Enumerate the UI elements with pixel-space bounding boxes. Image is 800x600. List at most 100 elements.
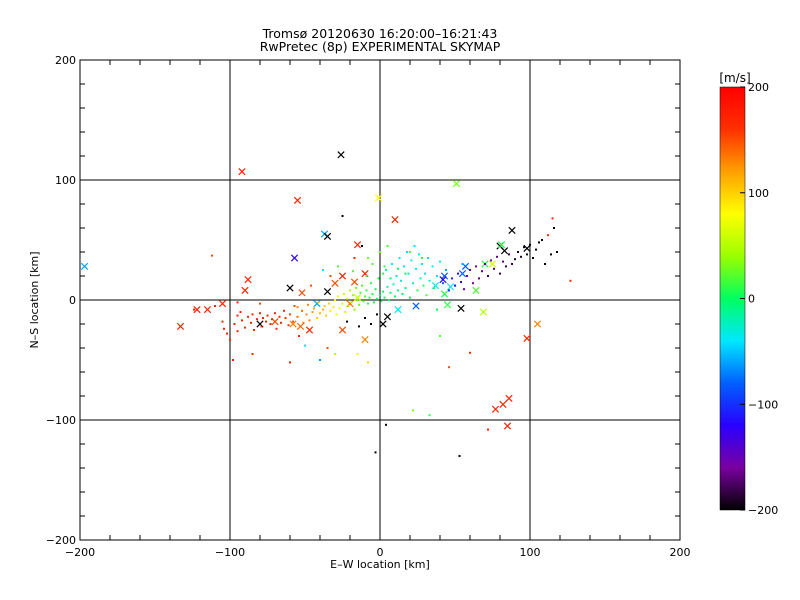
- scatter-dot-marker: [439, 260, 441, 263]
- scatter-dot-marker: [487, 275, 489, 277]
- scatter-dot-marker: [341, 215, 344, 217]
- scatter-dot-marker: [392, 283, 395, 286]
- scatter-dot-marker: [226, 332, 228, 335]
- grid-lines: [80, 60, 680, 540]
- scatter-dot-marker: [541, 239, 543, 241]
- scatter-x-marker: [350, 278, 359, 286]
- scatter-dot-marker: [296, 306, 299, 309]
- scatter-dot-marker: [428, 279, 431, 282]
- scatter-dot-marker: [550, 253, 552, 256]
- scatter-dot-marker: [382, 290, 384, 293]
- scatter-dot-marker: [448, 366, 450, 369]
- scatter-dot-marker: [259, 302, 261, 305]
- scatter-dot-marker: [466, 275, 468, 277]
- colorbar-tick-label: 100: [748, 187, 769, 200]
- scatter-dot-marker: [425, 294, 428, 297]
- scatter-x-marker: [379, 320, 387, 328]
- colorbar-tick-label: −200: [748, 504, 778, 517]
- scatter-dot-marker: [460, 281, 462, 283]
- scatter-dot-marker: [419, 277, 422, 280]
- scatter-x-marker: [503, 422, 512, 430]
- scatter-x-marker: [439, 275, 447, 284]
- scatter-x-marker: [500, 247, 509, 255]
- scatter-dot-marker: [394, 295, 396, 298]
- scatter-dot-marker: [356, 299, 359, 301]
- scatter-dot-marker: [266, 314, 269, 317]
- scatter-dot-marker: [487, 428, 489, 431]
- scatter-dot-marker: [364, 317, 366, 319]
- scatter-x-marker: [203, 305, 212, 314]
- scatter-dot-marker: [403, 265, 405, 268]
- scatter-dot-marker: [386, 285, 389, 288]
- y-tick-label: −200: [46, 534, 76, 547]
- scatter-dot-marker: [301, 309, 303, 312]
- scatter-dot-marker: [334, 299, 336, 301]
- scatter-dot-marker: [475, 265, 477, 268]
- scatter-dot-marker: [451, 277, 453, 280]
- scatter-x-marker: [323, 232, 332, 241]
- scatter-dot-marker: [251, 353, 254, 355]
- scatter-dot-marker: [334, 353, 336, 355]
- scatter-dot-marker: [386, 245, 389, 247]
- x-tick-label: 200: [670, 546, 691, 559]
- scatter-dot-marker: [337, 265, 339, 268]
- scatter-dot-marker: [305, 313, 308, 316]
- scatter-dot-marker: [352, 294, 354, 297]
- scatter-dot-marker: [358, 303, 360, 306]
- scatter-dot-marker: [341, 302, 344, 305]
- scatter-dot-marker: [370, 323, 372, 325]
- scatter-x-marker: [305, 326, 314, 334]
- scatter-dot-marker: [490, 259, 492, 262]
- scatter-dot-marker: [544, 263, 546, 265]
- scatter-dot-marker: [211, 254, 213, 257]
- scatter-dot-marker: [236, 314, 239, 317]
- scatter-dot-marker: [535, 248, 537, 251]
- scatter-x-marker: [523, 334, 531, 343]
- scatter-x-marker: [412, 302, 420, 310]
- scatter-dot-marker: [328, 302, 330, 305]
- scatter-dot-marker: [368, 296, 371, 299]
- scatter-dot-marker: [383, 296, 386, 299]
- scatter-x-marker: [488, 260, 497, 268]
- scatter-dot-marker: [478, 277, 480, 280]
- y-tick-label: −100: [46, 414, 76, 427]
- scatter-x-marker: [313, 299, 321, 308]
- scatter-dot-marker: [346, 320, 348, 323]
- scatter-dot-marker: [463, 288, 465, 291]
- scatter-dot-marker: [322, 269, 324, 271]
- scatter-dot-marker: [367, 361, 369, 364]
- scatter-dot-marker: [407, 272, 410, 275]
- scatter-dot-marker: [410, 259, 413, 262]
- scatter-dot-marker: [317, 301, 320, 304]
- x-tick-label: 0: [377, 546, 384, 559]
- scatter-dot-marker: [346, 297, 348, 300]
- scatter-dot-marker: [472, 282, 474, 285]
- scatter-dot-marker: [353, 308, 356, 311]
- scatter-x-marker: [244, 275, 252, 284]
- scatter-dot-marker: [406, 251, 408, 253]
- scatter-dot-marker: [379, 294, 381, 297]
- scatter-dot-marker: [409, 251, 411, 253]
- scatter-dot-marker: [569, 279, 572, 282]
- scatter-dot-marker: [223, 327, 225, 330]
- scatter-dot-marker: [313, 307, 315, 310]
- scatter-dot-marker: [395, 275, 398, 277]
- colorbar: [m/s] 200 100 0 −100 −200: [719, 71, 778, 517]
- x-tick-label: −100: [215, 546, 245, 559]
- scatter-dot-marker: [415, 267, 417, 270]
- scatter-dot-marker: [532, 257, 534, 259]
- scatter-dot-marker: [517, 251, 519, 253]
- scatter-dot-marker: [398, 257, 401, 259]
- scatter-dot-marker: [337, 295, 339, 298]
- scatter-dot-marker: [325, 314, 327, 317]
- scatter-dot-marker: [374, 288, 377, 291]
- scatter-dot-marker: [269, 323, 272, 325]
- scatter-dot-marker: [367, 257, 369, 259]
- scatter-dot-marker: [371, 263, 374, 265]
- scatter-dot-marker: [271, 318, 273, 321]
- scatter-dot-marker: [529, 243, 531, 246]
- scatter-dot-marker: [289, 361, 291, 364]
- scatter-dot-marker: [319, 359, 321, 361]
- scatter-dot-marker: [448, 289, 450, 292]
